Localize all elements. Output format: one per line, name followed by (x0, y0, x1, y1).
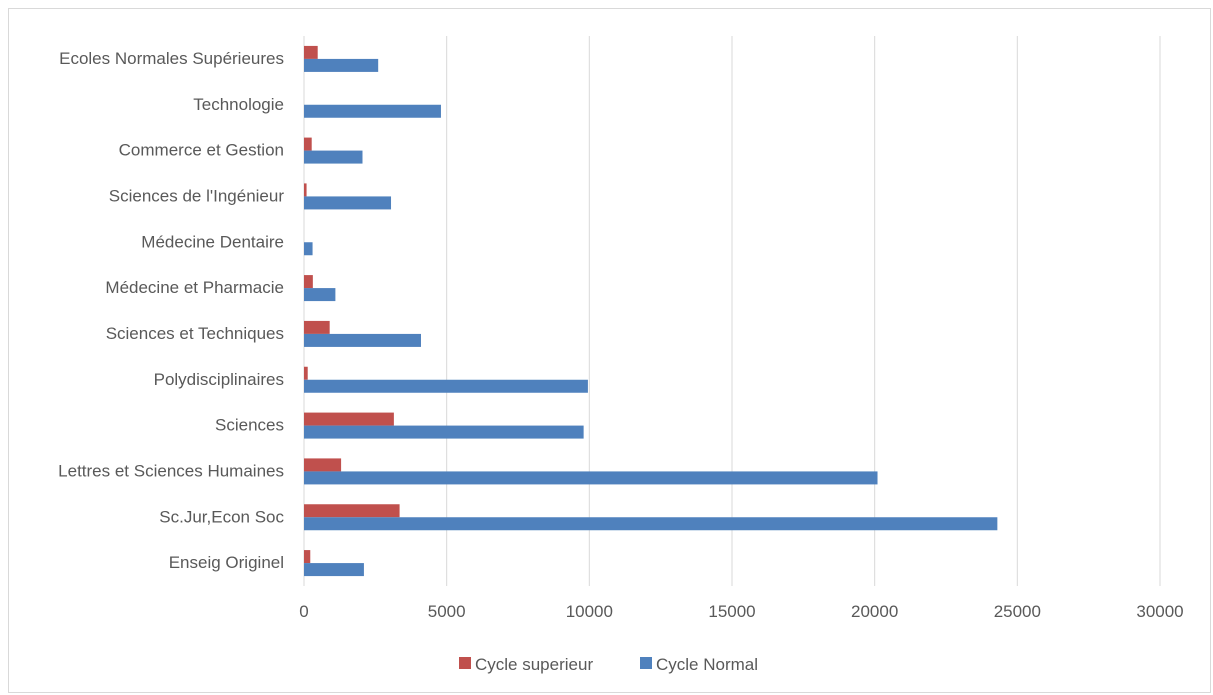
bar-cycle-normal (304, 58, 379, 72)
category-label: Polydisciplinaires (154, 370, 284, 389)
bar-cycle-superieur (304, 137, 312, 151)
category-label: Sciences et Techniques (106, 324, 284, 343)
category-labels: Enseig Originel Sc.Jur,Econ Soc Lettres et… (58, 49, 284, 572)
bar-cycle-normal (304, 425, 584, 439)
bar-cycle-superieur (304, 320, 330, 334)
bar-cycle-normal (304, 104, 441, 118)
category-label: Médecine Dentaire (141, 232, 284, 251)
category-label: Sciences de l'Ingénieur (109, 186, 285, 205)
category-label: Sciences (215, 416, 284, 435)
gridlines (303, 36, 1161, 586)
category-label: Sc.Jur,Econ Soc (159, 507, 284, 526)
bar-cycle-superieur (304, 412, 394, 426)
category-label: Lettres et Sciences Humaines (58, 461, 284, 480)
bar-cycle-superieur (304, 275, 313, 289)
bar-cycle-superieur (304, 45, 318, 59)
x-tick-label: 15000 (708, 602, 755, 621)
x-tick-label: 30000 (1136, 602, 1183, 621)
bar-cycle-normal (304, 196, 392, 210)
bars (304, 45, 998, 577)
x-tick-label: 10000 (566, 602, 613, 621)
category-label: Commerce et Gestion (119, 141, 284, 160)
legend-swatch-cycle-normal (640, 657, 652, 669)
category-label: Technologie (193, 95, 284, 114)
bar-cycle-normal (304, 242, 313, 256)
bar-cycle-normal (304, 471, 878, 485)
bar-cycle-superieur (304, 550, 311, 564)
x-tick-label: 5000 (428, 602, 466, 621)
x-tick-label: 0 (299, 602, 308, 621)
bar-cycle-normal (304, 150, 363, 164)
legend: Cycle superieur Cycle Normal (459, 655, 758, 674)
bar-cycle-normal (304, 517, 998, 531)
bar-cycle-superieur (304, 183, 307, 197)
bar-cycle-superieur (304, 504, 400, 518)
x-tick-label: 25000 (994, 602, 1041, 621)
category-label: Ecoles Normales Supérieures (59, 49, 284, 68)
legend-label: Cycle Normal (656, 655, 758, 674)
chart-frame (8, 8, 1211, 693)
legend-swatch-cycle-superieur (459, 657, 471, 669)
bar-cycle-superieur (304, 366, 308, 380)
bar-cycle-normal (304, 563, 364, 577)
x-axis-ticks: 0 5000 10000 15000 20000 25000 30000 (299, 602, 1183, 621)
legend-label: Cycle superieur (475, 655, 593, 674)
x-tick-label: 20000 (851, 602, 898, 621)
category-label: Médecine et Pharmacie (105, 278, 284, 297)
category-label: Enseig Originel (169, 553, 284, 572)
bar-cycle-normal (304, 288, 336, 302)
bar-cycle-normal (304, 333, 421, 347)
bar-cycle-superieur (304, 458, 342, 472)
bar-cycle-normal (304, 379, 588, 393)
